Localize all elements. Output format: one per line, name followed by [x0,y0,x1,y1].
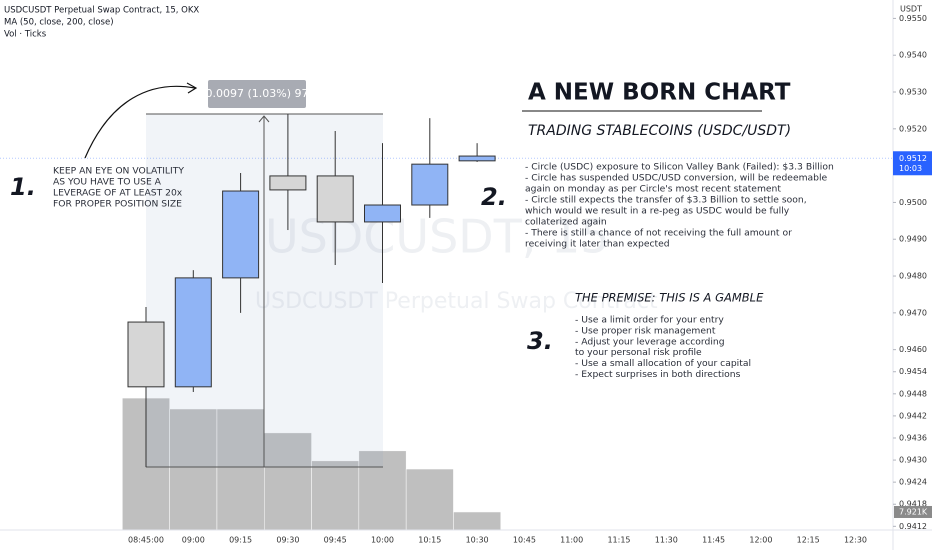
annotation-line: - Use a limit order for your entry [575,315,724,326]
annotation: TRADING STABLECOINS (USDC/USDT) [528,123,791,139]
y-tick-label: 0.9500 [899,198,927,207]
annotation: 1. [10,173,36,201]
y-tick-label: 0.9454 [899,367,927,376]
annotation-line: - Adjust your leverage according [575,336,725,347]
watermark: USDCUSDT Perpetual Swap Contract [255,289,658,314]
y-tick-label: 0.9430 [899,456,927,465]
x-tick-label: 09:00 [182,536,205,545]
x-tick-label: 12:00 [749,536,772,545]
x-tick-label: 11:30 [655,536,678,545]
annotation-line: LEVERAGE OF AT LEAST 20x [53,188,183,199]
last-price-label: 0.9512 [899,154,927,163]
annotation-line: collaterized again [525,217,607,228]
annotation-line: which would we result in a re-peg as USD… [525,206,790,217]
volume-bar [453,511,502,531]
y-tick-label: 0.9448 [899,389,927,398]
y-tick-label: 0.9490 [899,235,927,244]
x-tick-label: 09:15 [229,536,252,545]
volume-bar [311,460,360,531]
y-tick-label: 0.9540 [899,51,927,60]
annotation: 2. [481,183,507,211]
annotation-line: - Expect surprises in both directions [575,369,741,380]
y-tick-label: 0.9480 [899,272,927,281]
x-tick-label: 12:30 [844,536,867,545]
volume-bar [405,468,454,531]
y-axis-label: USDT [900,5,922,14]
x-tick-label: 08:45:00 [128,536,164,545]
drawn-arrow-head [186,82,198,94]
x-tick-label: 10:15 [418,536,441,545]
annotation: A NEW BORN CHART [528,80,791,106]
annotation-line: KEEP AN EYE ON VOLATILITY [53,166,184,177]
y-tick-label: 0.9530 [899,88,927,97]
x-tick-label: 10:00 [371,536,394,545]
annotation-line: - Use proper risk management [575,325,716,336]
indicator-label: MA (50, close, 200, close) [4,18,114,28]
candle-body [411,163,449,206]
y-tick-label: 0.9470 [899,308,927,317]
annotation: THE PREMISE: THIS IS A GAMBLE [575,291,764,305]
last-price-box [893,151,932,176]
annotation-line: again on monday as per Circle's most rec… [525,184,781,195]
drawn-arrow [84,85,196,159]
y-tick-label: 0.9550 [899,14,927,23]
measure-arrow-head [258,115,270,123]
candle-body [222,190,260,279]
measure-label-box [208,80,306,108]
candle-body [127,321,165,388]
y-tick-label: 0.9436 [899,433,927,442]
annotation-line: to your personal risk profile [575,347,702,358]
x-tick-label: 12:15 [797,536,820,545]
measure-label: 0.0097 (1.03%) 97 [205,87,308,100]
x-tick-label: 10:45 [513,536,536,545]
annotation-line: - Circle has suspended USDC/USD conversi… [525,173,828,184]
volume-bar [358,450,407,531]
x-tick-label: 11:15 [607,536,630,545]
candle-body [316,175,354,223]
x-tick-label: 11:00 [560,536,583,545]
annotation-line: - There is still a chance of not receivi… [525,228,792,239]
x-tick-label: 10:30 [466,536,489,545]
symbol-title: USDCUSDT Perpetual Swap Contract, 15, OK… [4,6,199,16]
annotation-line: AS YOU HAVE TO USE A [53,177,162,188]
candle-body [364,204,401,223]
y2-tick-label: 7.921K [899,507,928,516]
annotation-layer: A NEW BORN CHART TRADING STABLECOINS (USD… [10,80,834,381]
y-tick-label: 0.9424 [899,478,927,487]
annotation-line: - Use a small allocation of your capital [575,358,751,369]
annotation: 3. [527,327,553,355]
x-tick-label: 11:45 [702,536,725,545]
annotation-line: - Circle still expects the transfer of $… [525,195,807,206]
annotation-line: FOR PROPER POSITION SIZE [53,199,182,210]
y-tick-label: 0.9460 [899,345,927,354]
countdown-label: 10:03 [899,164,922,173]
candles-layer [0,114,893,468]
measure-tool: 0.0097 (1.03%) 97 [146,80,383,468]
candle-body [174,277,212,388]
y-tick-label: 0.9520 [899,124,927,133]
y-tick-label: 0.9418 [899,500,927,509]
candle-body [458,155,496,162]
y-tick-label: 0.9412 [899,522,927,531]
y-tick-label: 0.9442 [899,411,927,420]
annotation-line: receiving it later than expected [525,239,670,250]
annotation-line: - Circle (USDC) exposure to Silicon Vall… [525,162,834,173]
indicator-label: Vol · Ticks [4,30,47,40]
x-tick-label: 09:45 [324,536,347,545]
candle-body [269,175,307,191]
x-tick-label: 09:30 [276,536,299,545]
y2-tick-box [894,505,932,518]
